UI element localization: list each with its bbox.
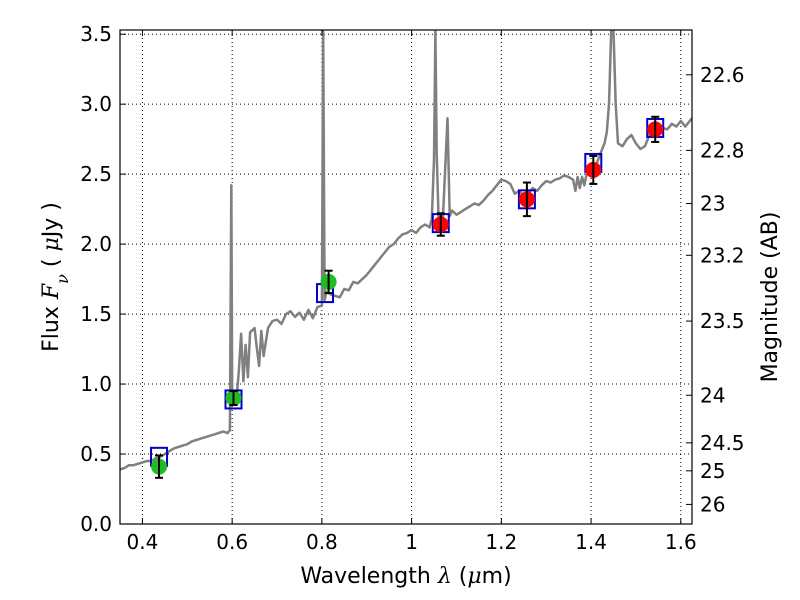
- x-axis-label-symbol: λ: [437, 564, 452, 589]
- y-axis-label-symbol: F: [39, 283, 64, 300]
- x-tick-label: 0.8: [306, 530, 338, 554]
- x-tick-label: 1.4: [575, 530, 607, 554]
- y2-tick-label: 25: [700, 459, 725, 483]
- y-tick-label: 0.0: [80, 512, 112, 536]
- spectrum-line: [120, 30, 692, 471]
- y-axis-label-unit: Jy ): [39, 202, 64, 239]
- x-tick-label: 0.6: [216, 530, 248, 554]
- y-tick-label: 0.5: [80, 442, 112, 466]
- x-tick-label: 0.4: [127, 530, 159, 554]
- y-tick-label: 1.0: [80, 372, 112, 396]
- x-tick-label: 1.6: [665, 530, 697, 554]
- x-axis-label-unit: m): [482, 564, 512, 589]
- y2-tick-label: 23.2: [700, 243, 745, 267]
- y2-tick-label: 22.6: [700, 63, 745, 87]
- x-tick-label: 1.2: [485, 530, 517, 554]
- y-tick-label: 2.5: [80, 162, 112, 186]
- grid-lines: [120, 30, 692, 525]
- y2-tick-label: 22.8: [700, 138, 745, 162]
- x-axis-label-mu: μ: [467, 564, 481, 589]
- tick-labels: 0.4 0.6 0.8 1 1.2 1.4 1.6 0.0 0.5 1.0 1.5 2.0 2.5 3.0…: [80, 22, 744, 554]
- y-tick-label: 1.5: [80, 302, 112, 326]
- x-tick-label: 1: [405, 530, 418, 554]
- y-tick-label: 3.0: [80, 92, 112, 116]
- y2-tick-label: 24.5: [700, 431, 745, 455]
- y2-tick-label: 24: [700, 383, 725, 407]
- y-axis-label: Flux Fν ( μJy ): [39, 202, 72, 352]
- y-axis-label-mu: μ: [39, 237, 64, 251]
- spectrum-layer: [120, 30, 692, 471]
- y2-tick-label: 23.5: [700, 309, 745, 333]
- y2-axis-label: Magnitude (AB): [758, 212, 783, 383]
- plot-frame: [119, 29, 693, 525]
- error-bar-layer: [155, 115, 660, 479]
- y-tick-label: 2.0: [80, 232, 112, 256]
- x-axis-label: Wavelength λ (μm): [300, 564, 511, 589]
- y-axis-label-subscript: ν: [53, 274, 72, 284]
- y2-tick-label: 23: [700, 192, 725, 216]
- y2-tick-label: 26: [700, 492, 725, 516]
- y-axis-label-prefix: Flux: [39, 299, 64, 352]
- x-axis-label-prefix: Wavelength: [300, 564, 438, 589]
- tick-marks: [120, 30, 692, 525]
- y-tick-label: 3.5: [80, 22, 112, 46]
- x-axis-label-mid: (: [452, 564, 468, 589]
- y-axis-label-mid: (: [39, 252, 64, 275]
